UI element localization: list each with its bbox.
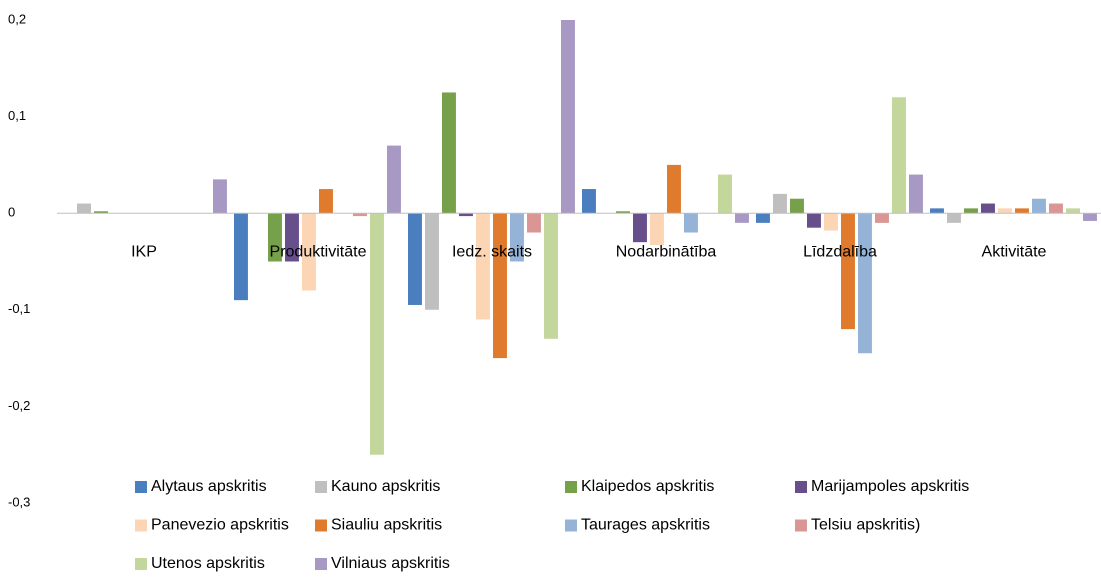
bar <box>964 208 978 214</box>
bar <box>930 208 944 214</box>
legend-swatch <box>315 519 327 532</box>
bar <box>947 213 961 223</box>
bar <box>807 213 821 228</box>
bar <box>735 213 749 223</box>
bar <box>387 145 401 214</box>
bar <box>370 213 384 455</box>
bar <box>527 213 541 233</box>
bar <box>909 174 923 214</box>
legend-label: Marijampoles apskritis <box>811 478 969 495</box>
bar <box>858 213 872 354</box>
bar <box>650 213 664 246</box>
bar <box>1049 203 1063 214</box>
x-tick-label: Nodarbinātība <box>616 243 717 260</box>
bar <box>94 211 108 214</box>
bar <box>981 203 995 214</box>
legend-label: Taurages apskritis <box>581 517 710 534</box>
x-tick-label: Līdzdalība <box>803 243 877 260</box>
legend-swatch <box>795 481 807 493</box>
legend-label: Siauliu apskritis <box>331 517 442 534</box>
x-tick-label: Aktivitāte <box>982 243 1047 260</box>
bar <box>459 213 473 217</box>
legend-swatch <box>315 558 327 570</box>
bar <box>756 213 770 223</box>
x-tick-label: Produktivitāte <box>270 243 367 260</box>
bar <box>544 213 558 339</box>
bar <box>616 211 630 214</box>
legend-label: Kauno apskritis <box>331 478 440 495</box>
legend-label: Klaipedos apskritis <box>581 478 714 495</box>
bar <box>633 213 647 243</box>
bar <box>353 213 367 217</box>
bar <box>718 174 732 214</box>
bar <box>1015 208 1029 214</box>
bar <box>476 213 490 320</box>
bar <box>234 213 248 301</box>
legend-label: Vilniaus apskritis <box>331 555 450 572</box>
bar <box>684 213 698 233</box>
bar <box>268 213 282 262</box>
legend-label: Alytaus apskritis <box>151 478 267 495</box>
bar <box>425 213 439 310</box>
bar <box>77 203 91 214</box>
legend-swatch <box>135 519 147 532</box>
bar <box>285 213 299 262</box>
bar <box>841 213 855 330</box>
y-tick-label: 0,1 <box>8 108 26 123</box>
y-tick-label: 0 <box>8 205 15 220</box>
legend-label: Panevezio apskritis <box>151 517 289 534</box>
y-tick-label: -0,2 <box>8 398 30 413</box>
bar <box>493 213 507 359</box>
bar <box>302 213 316 291</box>
bar <box>773 193 787 214</box>
bar <box>1032 198 1046 214</box>
bar <box>561 20 575 214</box>
bar <box>1083 213 1097 221</box>
bar <box>442 92 456 214</box>
bar <box>408 213 422 305</box>
legend-label: Telsiu apskritis) <box>811 517 920 534</box>
bar <box>582 189 596 214</box>
bar <box>824 213 838 231</box>
bar <box>998 208 1012 214</box>
bar <box>319 189 333 214</box>
x-tick-label: Iedz. skaits <box>452 243 532 260</box>
legend-swatch <box>565 519 577 532</box>
bar <box>875 213 889 223</box>
legend-label: Utenos apskritis <box>151 555 265 572</box>
x-tick-label: IKP <box>131 243 157 260</box>
bar <box>892 97 906 214</box>
bar <box>1066 208 1080 214</box>
legend-swatch <box>135 481 147 493</box>
bar <box>213 179 227 214</box>
legend-swatch <box>315 481 327 493</box>
bar <box>790 198 804 214</box>
y-tick-label: -0,3 <box>8 494 30 509</box>
legend-swatch <box>135 558 147 570</box>
bar <box>510 213 524 262</box>
legend-swatch <box>565 481 577 493</box>
bar <box>667 164 681 214</box>
y-tick-label: 0,2 <box>8 11 26 26</box>
y-tick-label: -0,1 <box>8 301 30 316</box>
legend-swatch <box>795 519 807 532</box>
